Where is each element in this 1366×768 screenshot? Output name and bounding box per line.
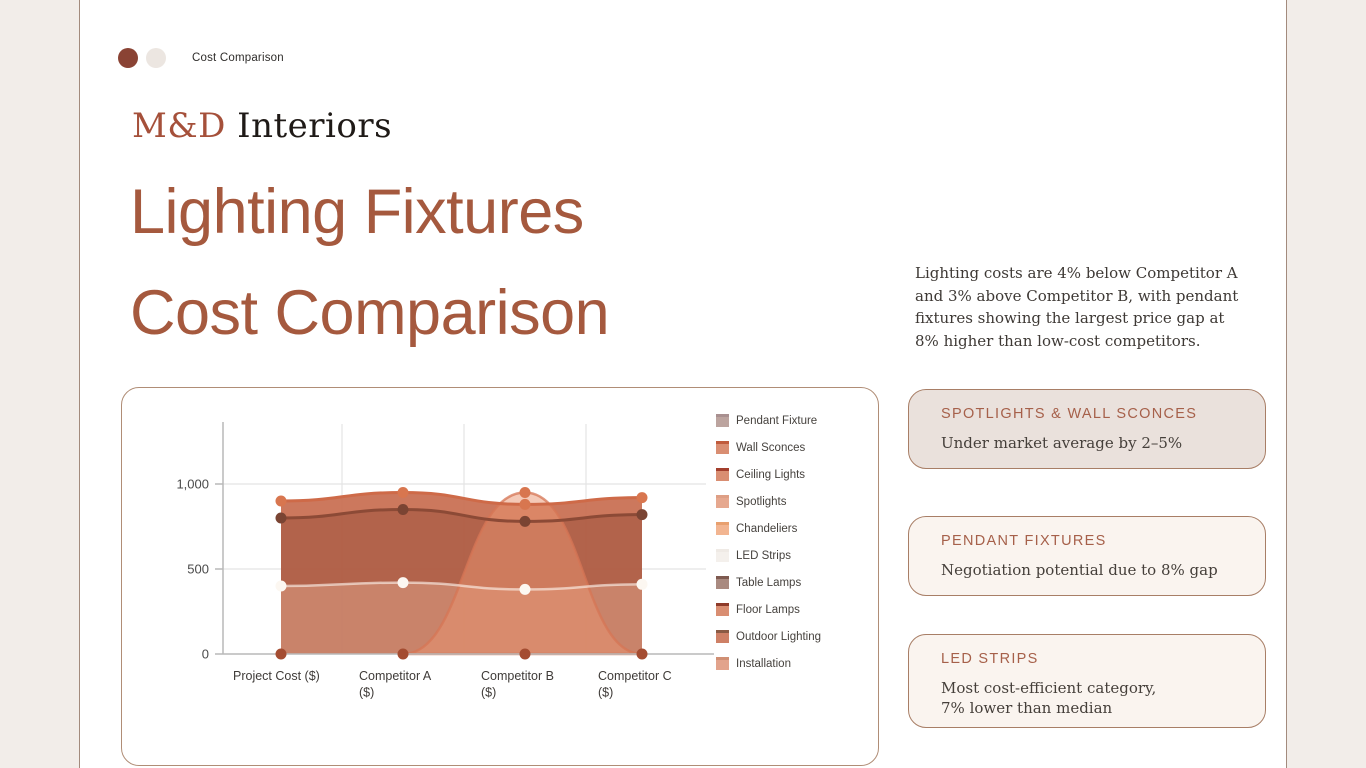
legend-swatch-icon	[716, 441, 729, 454]
legend-label: Table Lamps	[736, 576, 802, 589]
legend-label: Pendant Fixture	[736, 414, 818, 427]
svg-text:($): ($)	[481, 686, 496, 700]
legend-label: Spotlights	[736, 495, 787, 508]
legend-item: Outdoor Lighting	[716, 630, 821, 643]
slide-header: Cost Comparison	[118, 48, 284, 68]
legend-swatch-icon	[716, 549, 729, 562]
svg-text:Competitor A: Competitor A	[359, 669, 432, 683]
svg-text:($): ($)	[359, 686, 374, 700]
pagination-dot-active[interactable]	[118, 48, 138, 68]
legend-label: Ceiling Lights	[736, 468, 806, 481]
legend-item: Wall Sconces	[716, 441, 821, 454]
legend-label: Outdoor Lighting	[736, 630, 822, 643]
svg-text:0: 0	[202, 647, 209, 662]
legend-swatch-icon	[716, 603, 729, 616]
legend-item: LED Strips	[716, 549, 821, 562]
info-card-led-strips: LED STRIPS Most cost-efficient category,…	[908, 634, 1266, 728]
svg-text:($): ($)	[598, 686, 613, 700]
cost-comparison-area-chart: 0 500 1,000 Project Cost ($) Competitor A ($)…	[176, 422, 714, 700]
chart-legend: Pendant Fixture Wall Sconces Ceiling Light…	[716, 414, 821, 684]
svg-text:Competitor B: Competitor B	[481, 669, 554, 683]
brand-rest: Interiors	[225, 106, 393, 146]
legend-item: Table Lamps	[716, 576, 821, 589]
legend-swatch-icon	[716, 495, 729, 508]
page-title-line2: Cost Comparison	[130, 278, 610, 348]
info-card-title: LED STRIPS	[941, 651, 1039, 667]
svg-text:Project Cost ($): Project Cost ($)	[233, 669, 320, 683]
legend-label: Wall Sconces	[736, 441, 806, 454]
legend-item: Floor Lamps	[716, 603, 821, 616]
slide-label: Cost Comparison	[192, 52, 284, 64]
svg-text:Competitor C: Competitor C	[598, 669, 672, 683]
legend-swatch-icon	[716, 630, 729, 643]
legend-label: Floor Lamps	[736, 603, 800, 616]
brand-accent: M&D	[132, 106, 226, 146]
brand-heading: M&D Interiors	[132, 106, 392, 146]
legend-item: Installation	[716, 657, 821, 670]
legend-item: Chandeliers	[716, 522, 821, 535]
legend-item: Ceiling Lights	[716, 468, 821, 481]
legend-swatch-icon	[716, 657, 729, 670]
legend-item: Spotlights	[716, 495, 821, 508]
legend-label: Chandeliers	[736, 522, 798, 535]
page-title: Lighting Fixtures Cost Comparison	[130, 162, 610, 364]
info-card-pendant-fixtures: PENDANT FIXTURES Negotiation potential d…	[908, 516, 1266, 596]
info-card-body: Under market average by 2–5%	[941, 434, 1183, 452]
summary-paragraph: Lighting costs are 4% below Competitor A…	[915, 264, 1239, 350]
legend-item: Pendant Fixture	[716, 414, 821, 427]
chart-card: 0 500 1,000 Project Cost ($) Competitor A ($)…	[121, 387, 879, 766]
legend-swatch-icon	[716, 576, 729, 589]
pagination-dot-inactive[interactable]	[146, 48, 166, 68]
info-card-spotlights-wall-sconces: SPOTLIGHTS & WALL SCONCES Under market a…	[908, 389, 1266, 469]
legend-swatch-icon	[716, 522, 729, 535]
info-card-title: PENDANT FIXTURES	[941, 533, 1107, 549]
left-margin-strip	[0, 0, 80, 768]
info-card-title: SPOTLIGHTS & WALL SCONCES	[941, 406, 1198, 422]
legend-swatch-icon	[716, 414, 729, 427]
page-title-line1: Lighting Fixtures	[130, 177, 584, 247]
info-card-body: Negotiation potential due to 8% gap	[941, 561, 1218, 579]
legend-label: LED Strips	[736, 549, 791, 562]
legend-swatch-icon	[716, 468, 729, 481]
svg-text:500: 500	[187, 562, 209, 577]
legend-label: Installation	[736, 657, 791, 670]
right-margin-strip	[1286, 0, 1366, 768]
info-card-body: Most cost-efficient category, 7% lower t…	[941, 679, 1157, 717]
svg-text:1,000: 1,000	[176, 477, 209, 492]
